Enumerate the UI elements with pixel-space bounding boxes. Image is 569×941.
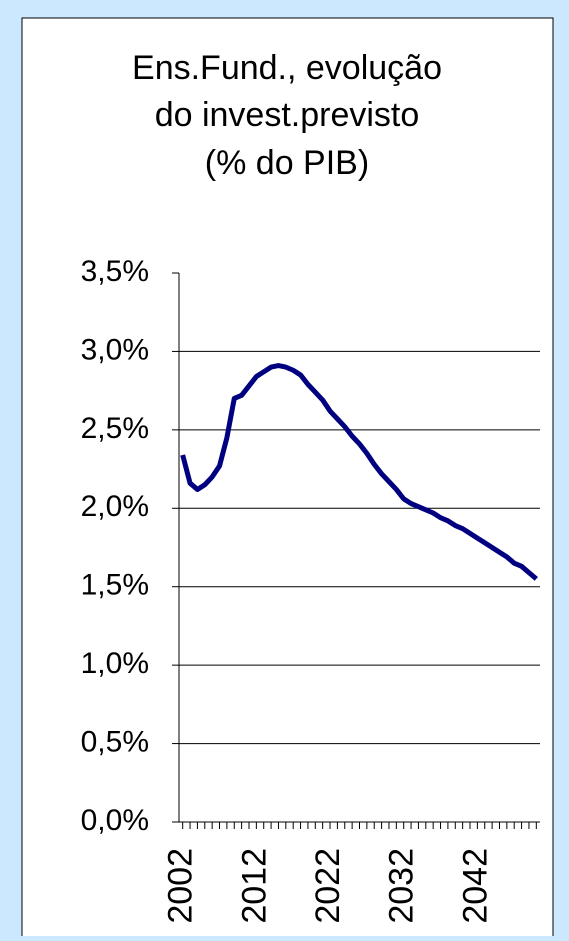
x-tick-label: 2012 bbox=[235, 848, 273, 924]
y-tick-label: 1,0% bbox=[81, 647, 149, 680]
chart-panel bbox=[21, 17, 554, 941]
y-tick-label: 3,5% bbox=[81, 255, 149, 288]
chart-title: (% do PIB) bbox=[205, 144, 369, 182]
chart-title: do invest.previsto bbox=[155, 96, 420, 134]
x-tick-label: 2032 bbox=[383, 848, 421, 924]
x-tick-label: 2042 bbox=[456, 848, 494, 924]
x-tick-label: 2002 bbox=[162, 848, 200, 924]
chart-title: Ens.Fund., evolução bbox=[132, 49, 442, 87]
data-line bbox=[180, 363, 538, 581]
y-tick-label: 0,0% bbox=[81, 804, 149, 837]
x-tick-label: 2022 bbox=[309, 848, 347, 924]
y-tick-label: 3,0% bbox=[81, 333, 149, 366]
y-tick-label: 0,5% bbox=[81, 725, 149, 758]
y-tick-label: 2,5% bbox=[81, 412, 149, 445]
y-tick-label: 2,0% bbox=[81, 490, 149, 523]
y-tick-label: 1,5% bbox=[81, 569, 149, 602]
